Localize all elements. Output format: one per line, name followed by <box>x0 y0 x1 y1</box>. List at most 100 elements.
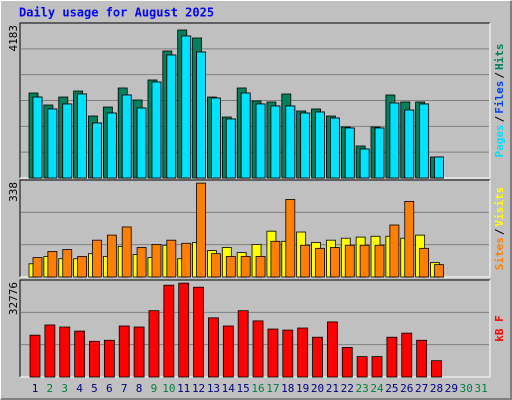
bar <box>389 224 400 278</box>
bar <box>136 107 147 179</box>
x-tick-label: 30 <box>460 382 473 395</box>
bar <box>389 102 400 179</box>
bar <box>193 286 204 378</box>
bar <box>237 310 249 378</box>
x-tick-label: 14 <box>222 382 236 395</box>
x-tick-label: 27 <box>415 382 428 395</box>
bar <box>136 247 147 278</box>
legend-entry: Files <box>493 81 506 114</box>
bar <box>434 156 444 179</box>
bar <box>282 329 294 378</box>
bar <box>356 356 368 378</box>
x-tick-label: 10 <box>162 382 175 395</box>
bar <box>62 103 73 179</box>
bar <box>163 284 175 378</box>
bar <box>44 324 56 378</box>
bar <box>225 256 236 278</box>
bar <box>374 244 385 278</box>
x-tick-label: 15 <box>237 382 250 395</box>
bar <box>222 325 234 378</box>
bar <box>118 325 130 378</box>
x-tick-label: 20 <box>311 382 324 395</box>
x-tick-label: 11 <box>177 382 190 395</box>
x-tick-label: 23 <box>356 382 369 395</box>
bar <box>106 112 117 179</box>
x-tick-label: 31 <box>474 382 487 395</box>
panel-edge-dark <box>19 279 490 377</box>
legend-entry: Pages <box>493 124 506 157</box>
bar <box>181 242 192 278</box>
bar <box>252 320 264 378</box>
bar <box>196 182 206 278</box>
legend-entry: Sites <box>493 237 506 270</box>
x-tick-label: 18 <box>281 382 294 395</box>
bar <box>106 234 117 278</box>
chart-title: Daily usage for August 2025 <box>19 6 214 20</box>
bar <box>374 127 385 179</box>
bar <box>32 257 43 278</box>
bar <box>341 347 353 378</box>
legend-entry: kB F <box>493 315 506 342</box>
x-tick-label: 4 <box>76 382 83 395</box>
bar <box>225 118 236 179</box>
bar <box>344 244 355 278</box>
legend-separator: / <box>493 115 506 122</box>
bar <box>326 321 338 378</box>
panel-edge-dark <box>19 22 490 178</box>
legend: kB F <box>493 315 506 342</box>
x-tick-label: 16 <box>251 382 264 395</box>
bar <box>166 54 177 179</box>
bar <box>267 328 279 378</box>
bar <box>208 317 219 378</box>
bar <box>315 111 325 179</box>
bar <box>121 226 132 278</box>
bar <box>47 251 58 278</box>
y-tick-label: 338 <box>7 182 20 202</box>
bar <box>270 240 281 278</box>
x-tick-label: 2 <box>47 382 54 395</box>
legend: Sites /Visits <box>493 187 506 271</box>
bar <box>416 339 428 378</box>
x-tick-label: 28 <box>430 382 443 395</box>
bar <box>211 97 221 179</box>
x-tick-label: 6 <box>106 382 113 395</box>
bar <box>255 256 266 278</box>
bar <box>47 108 58 179</box>
bar <box>59 326 71 378</box>
x-tick-label: 13 <box>207 382 220 395</box>
bar <box>312 336 323 378</box>
x-tick-label: 7 <box>121 382 128 395</box>
bar <box>434 264 444 278</box>
bar <box>77 93 88 179</box>
bar <box>181 35 192 179</box>
bar <box>211 253 221 278</box>
x-tick-label: 9 <box>151 382 158 395</box>
bar <box>32 96 43 179</box>
bar <box>359 244 370 278</box>
bar <box>92 122 102 179</box>
bar <box>344 127 355 179</box>
bar <box>270 105 281 179</box>
bar <box>103 339 115 378</box>
bar <box>285 105 296 179</box>
bar <box>240 92 251 179</box>
bar <box>386 336 398 378</box>
bar <box>419 247 430 278</box>
x-tick-label: 19 <box>296 382 309 395</box>
bar <box>329 117 340 179</box>
legend-entry: Hits <box>493 44 506 71</box>
bar <box>329 247 340 278</box>
x-tick-label: 25 <box>385 382 398 395</box>
bar <box>297 327 309 378</box>
bar <box>121 94 132 179</box>
bar <box>404 109 415 179</box>
bar <box>255 103 266 179</box>
bar <box>401 332 413 378</box>
x-tick-label: 8 <box>136 382 143 395</box>
bar <box>240 256 251 278</box>
y-tick-label: 32776 <box>7 282 20 315</box>
panel-edge-light <box>20 280 491 378</box>
bar <box>419 103 430 179</box>
legend: Pages/Files/Hits <box>493 44 506 158</box>
